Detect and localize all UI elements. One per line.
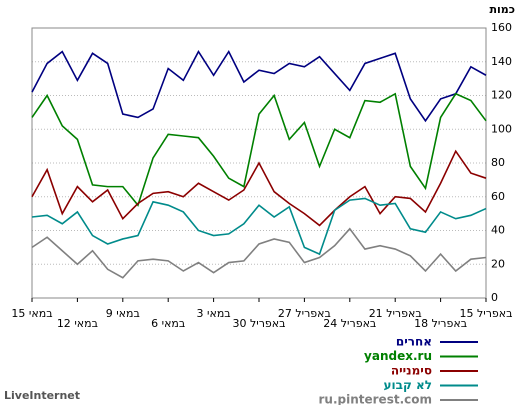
series-line [31,149,487,227]
y-tick-label: 140 [491,55,512,68]
x-tick-label: 15 במאי [11,307,52,320]
y-tick-label: 20 [491,257,505,270]
y-tick-label: 60 [491,190,505,203]
y-tick-label: 0 [491,291,498,304]
legend-label: לא קבוע [384,378,432,392]
y-tick-label: 80 [491,156,505,169]
x-tick-label: 18 באפריל [414,317,467,330]
series-line [31,197,487,256]
legend-label: yandex.ru [364,349,432,363]
legend-label: ru.pinterest.com [319,393,433,405]
legend-label: סימנייה [391,364,432,378]
y-tick-label: 100 [491,122,512,135]
y-tick-label: 160 [491,21,512,34]
y-tick-label: 120 [491,89,512,102]
x-tick-label: 9 במאי [106,307,140,320]
x-tick-label: 3 במאי [197,307,231,320]
x-tick-label: 15 באפריל [459,307,512,320]
y-tick-label: 40 [491,224,505,237]
x-tick-label: 27 באפריל [278,307,331,320]
series-line [31,92,487,207]
series-line [31,227,487,279]
x-tick-label: 30 באפריל [232,317,285,330]
x-tick-label: 21 באפריל [369,307,422,320]
x-tick-label: 24 באפריל [323,317,376,330]
x-tick-label: 12 במאי [57,317,98,330]
legend-label: אחרים [396,335,432,349]
series-line [31,50,487,123]
x-tick-label: 6 במאי [151,317,185,330]
source: LiveInternet [4,389,80,402]
y-axis-title: כמות [490,3,515,16]
